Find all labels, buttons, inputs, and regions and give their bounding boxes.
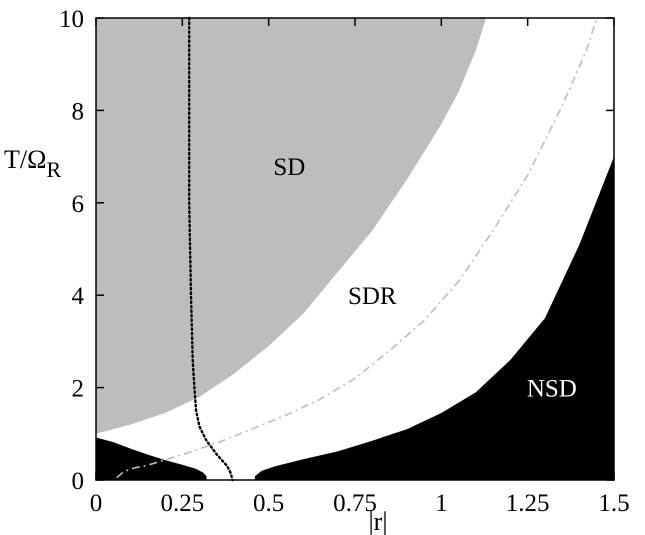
x-tick-label: 1.25 [506, 490, 550, 517]
y-tick-label: 0 [72, 468, 85, 495]
region-sd [96, 18, 487, 434]
region-label-sdr: SDR [348, 283, 397, 310]
x-tick-label: 0.75 [333, 490, 377, 517]
x-tick-label: 0.5 [253, 490, 284, 517]
region-label-nsd: NSD [527, 376, 577, 403]
region-nsd-right [254, 156, 614, 480]
dotted-curve [187, 16, 234, 482]
y-axis-label-main: T/Ω [4, 145, 46, 174]
region-nsd-left [96, 437, 207, 480]
dashdot-curve [116, 17, 598, 479]
regions-layer [96, 18, 614, 480]
curves-layer [116, 16, 598, 482]
ticks-layer: 0 0.25 0.5 0.75 1 1.25 1.5 0 2 4 6 8 10 [59, 6, 630, 517]
x-axis-label: |r| [368, 507, 387, 535]
y-tick-label: 2 [72, 376, 85, 403]
y-tick-label: 8 [72, 98, 85, 125]
x-tick-label: 0.25 [160, 490, 204, 517]
region-labels-layer: SD SDR NSD [273, 154, 576, 403]
y-tick-label: 10 [59, 6, 84, 33]
y-axis-label-subscript: R [46, 157, 61, 182]
y-tick-label: 6 [72, 191, 85, 218]
x-tick-label: 1.5 [598, 490, 629, 517]
y-axis-label: T/ΩR [4, 145, 61, 182]
y-tick-label: 4 [72, 283, 85, 310]
x-tick-label: 1 [435, 490, 448, 517]
x-tick-label: 0 [90, 490, 103, 517]
region-label-sd: SD [273, 154, 305, 181]
